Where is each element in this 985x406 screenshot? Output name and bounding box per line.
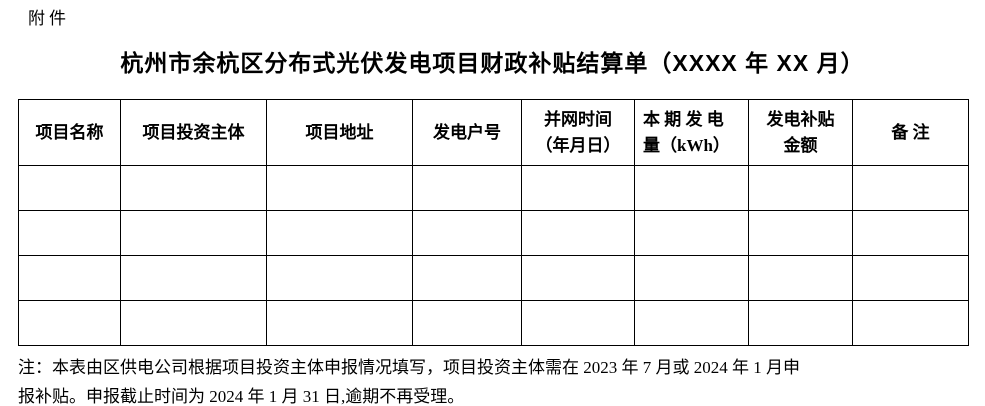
table-body — [18, 165, 969, 346]
empty-cell — [852, 210, 969, 256]
table-row — [18, 255, 969, 301]
empty-cell — [521, 165, 635, 211]
empty-cell — [852, 165, 969, 211]
column-header-investment-entity: 项目投资主体 — [120, 99, 267, 166]
column-header-account-number: 发电户号 — [412, 99, 522, 166]
column-header-grid-connection-date: 并网时间 （年月日） — [521, 99, 635, 166]
table-row — [18, 210, 969, 256]
empty-cell — [412, 255, 522, 301]
footnote: 注：本表由区供电公司根据项目投资主体申报情况填写，项目投资主体需在 2023 年… — [18, 353, 970, 406]
empty-cell — [852, 255, 969, 301]
table-row — [18, 165, 969, 211]
empty-cell — [634, 300, 749, 346]
empty-cell — [266, 210, 413, 256]
empty-cell — [852, 300, 969, 346]
empty-cell — [266, 255, 413, 301]
column-header-remarks: 备 注 — [852, 99, 969, 166]
column-header-subsidy-amount: 发电补贴 金额 — [748, 99, 853, 166]
empty-cell — [748, 300, 853, 346]
table-row — [18, 300, 969, 346]
empty-cell — [634, 165, 749, 211]
empty-cell — [521, 255, 635, 301]
subsidy-settlement-table: 项目名称 项目投资主体 项目地址 发电户号 并网时间 （年月日） 本 期 发 电… — [18, 99, 969, 346]
column-header-generation-kwh: 本 期 发 电 量（kWh） — [634, 99, 749, 166]
empty-cell — [748, 165, 853, 211]
footnote-line-1: 注：本表由区供电公司根据项目投资主体申报情况填写，项目投资主体需在 2023 年… — [18, 358, 800, 377]
empty-cell — [748, 210, 853, 256]
empty-cell — [266, 300, 413, 346]
footnote-line-2: 报补贴。申报截止时间为 2024 年 1 月 31 日,逾期不再受理。 — [18, 387, 465, 406]
empty-cell — [18, 300, 121, 346]
empty-cell — [748, 255, 853, 301]
empty-cell — [412, 210, 522, 256]
empty-cell — [120, 300, 267, 346]
table-header-row: 项目名称 项目投资主体 项目地址 发电户号 并网时间 （年月日） 本 期 发 电… — [18, 99, 969, 166]
empty-cell — [634, 255, 749, 301]
attachment-label: 附件 — [28, 9, 70, 28]
empty-cell — [634, 210, 749, 256]
empty-cell — [18, 210, 121, 256]
column-header-project-name: 项目名称 — [18, 99, 121, 166]
empty-cell — [521, 300, 635, 346]
document-title: 杭州市余杭区分布式光伏发电项目财政补贴结算单（XXXX 年 XX 月） — [120, 50, 865, 76]
empty-cell — [266, 165, 413, 211]
empty-cell — [18, 255, 121, 301]
empty-cell — [521, 210, 635, 256]
empty-cell — [18, 165, 121, 211]
empty-cell — [412, 165, 522, 211]
column-header-project-address: 项目地址 — [266, 99, 413, 166]
empty-cell — [120, 210, 267, 256]
empty-cell — [120, 255, 267, 301]
empty-cell — [412, 300, 522, 346]
empty-cell — [120, 165, 267, 211]
